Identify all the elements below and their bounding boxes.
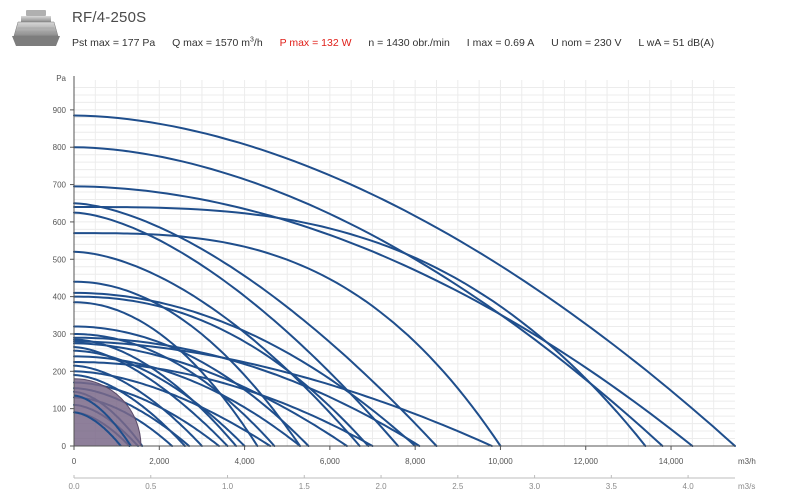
x-axis-label: m3/h xyxy=(738,457,756,466)
product-title: RF/4-250S xyxy=(72,9,147,26)
spec-q-max: Q max = 1570 m3/h xyxy=(172,36,263,49)
x2-tick-label: 1.5 xyxy=(299,482,311,491)
spec-speed: n = 1430 obr./min xyxy=(368,36,450,49)
chart-grid xyxy=(74,80,735,446)
x-tick-label: 14,000 xyxy=(659,457,684,466)
spec-i-max: I max = 0.69 A xyxy=(466,36,535,49)
fan-curve-23 xyxy=(73,364,203,447)
x2-tick-label: 2.5 xyxy=(452,482,464,491)
fan-curve-1 xyxy=(73,114,736,447)
chart-curves xyxy=(73,114,736,447)
fan-curve-24 xyxy=(73,370,272,447)
chart-axes: 0 100 200 300 400 500 600 700 800 900 Pa 0 2,000 4,00… xyxy=(53,74,756,491)
roof-fan-icon xyxy=(12,10,60,46)
x2-tick-label: 0.0 xyxy=(68,482,80,491)
fan-curve-17 xyxy=(73,340,493,447)
fan-curve-15 xyxy=(73,336,421,447)
operating-area xyxy=(73,378,142,447)
x-tick-label: 2,000 xyxy=(149,457,170,466)
fan-curve-inner-1 xyxy=(74,394,132,447)
x2-tick-label: 3.0 xyxy=(529,482,541,491)
fan-curve-13 xyxy=(73,325,310,447)
x-tick-label: 10,000 xyxy=(488,457,513,466)
x-tick-label: 8,000 xyxy=(405,457,426,466)
fan-curve-19 xyxy=(73,346,229,447)
fan-curve-12 xyxy=(73,301,259,447)
spec-u-nom: U nom = 230 V xyxy=(551,36,622,49)
fan-curve-14 xyxy=(73,333,276,447)
fan-curve-21 xyxy=(73,355,301,447)
x-tick-label: 4,000 xyxy=(235,457,256,466)
y-tick-label: 0 xyxy=(62,442,67,451)
y-tick-label: 700 xyxy=(53,181,67,190)
fan-curve-10 xyxy=(73,291,417,447)
spec-p-max: P max = 132 W xyxy=(279,36,352,49)
x2-tick-label: 0.5 xyxy=(145,482,157,491)
fan-curve-inner-2 xyxy=(74,411,122,447)
fan-curve-7 xyxy=(73,211,400,447)
x-tick-label: 6,000 xyxy=(320,457,341,466)
y-tick-label: 100 xyxy=(53,405,67,414)
fan-curve-4 xyxy=(73,206,647,447)
x2-tick-label: 3.5 xyxy=(606,482,618,491)
x2-tick-label: 2.0 xyxy=(375,482,387,491)
fan-curve-11 xyxy=(73,295,370,447)
fan-curve-16 xyxy=(73,338,238,447)
x-tick-label: 12,000 xyxy=(574,457,599,466)
y-axis-label: Pa xyxy=(56,74,66,83)
spec-pst-max: Pst max = 177 Pa xyxy=(72,36,156,49)
chart-operating-area xyxy=(73,378,142,447)
x2-axis-label: m3/s xyxy=(738,482,755,491)
fan-curve-6 xyxy=(73,202,438,447)
x2-tick-label: 1.0 xyxy=(222,482,234,491)
fan-curve-2 xyxy=(73,146,664,447)
y-tick-label: 600 xyxy=(53,218,67,227)
specs-row: Pst max = 177 Pa Q max = 1570 m3/h P max… xyxy=(72,36,728,49)
fan-curve-20 xyxy=(73,349,246,447)
y-tick-label: 800 xyxy=(53,143,67,152)
y-tick-label: 900 xyxy=(53,106,67,115)
x2-tick-label: 4.0 xyxy=(683,482,695,491)
fan-curve-3 xyxy=(73,185,694,447)
fan-curve-8 xyxy=(73,250,361,447)
y-tick-label: 500 xyxy=(53,255,67,264)
x-tick-label: 0 xyxy=(72,457,77,466)
spec-lwa: L wA = 51 dB(A) xyxy=(638,36,715,49)
fan-curve-18 xyxy=(73,342,348,447)
fan-curve-22 xyxy=(73,361,374,447)
y-tick-label: 400 xyxy=(53,293,67,302)
product-image xyxy=(8,6,64,52)
y-tick-label: 300 xyxy=(53,330,67,339)
y-tick-label: 200 xyxy=(53,367,67,376)
